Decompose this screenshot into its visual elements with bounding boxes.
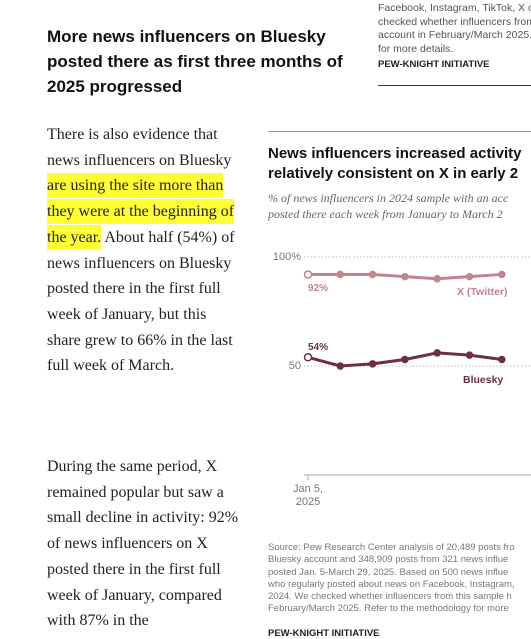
chart-title: News influencers increased activity relat… (268, 144, 531, 184)
text-line: for more details. (378, 42, 454, 55)
paragraph: During the same period, X remained popul… (47, 454, 239, 634)
text: About half (54%) of news influencers on … (47, 228, 235, 375)
point (465, 351, 474, 359)
paragraph: There is also evidence that news influen… (47, 122, 239, 379)
point (368, 360, 377, 368)
text-line: 2024. We checked whether influencers fro… (268, 591, 512, 603)
text-line: % of news influencers in 2024 sample wit… (268, 191, 509, 205)
point (433, 275, 441, 283)
legend-label: Bluesky (463, 374, 503, 386)
text-line: checked whether influencers from (378, 15, 531, 28)
point (303, 270, 313, 279)
text-line: posted there each week from January to M… (268, 207, 503, 221)
data-label: 92% (308, 283, 328, 294)
text: During the same period, X remained popul… (47, 458, 239, 630)
y-tick-label: 50 (289, 360, 301, 372)
chart-subtitle: % of news influencers in 2024 sample wit… (268, 190, 531, 222)
point (401, 272, 409, 281)
point (401, 355, 409, 364)
x-tick-label: Jan 5, 2025 (293, 483, 323, 508)
point (465, 272, 474, 281)
point (336, 362, 345, 370)
point (368, 270, 377, 279)
legend-label: X (Twitter) (457, 286, 508, 298)
data-label: 54% (308, 342, 328, 353)
text-line: News influencers increased activity (268, 145, 522, 162)
source: Source: Pew Research Center analysis of … (268, 542, 531, 616)
point (498, 355, 506, 364)
point (433, 349, 441, 357)
text-line: Bluesky account and 348,909 posts from 3… (268, 554, 509, 566)
text-line: account in February/March 2025. (378, 29, 531, 41)
text-line: Facebook, Instagram, TikTok, X or (378, 2, 531, 14)
point (498, 270, 506, 279)
sidebar-note: Facebook, Instagram, TikTok, X or checked… (378, 2, 531, 56)
text-line: Source: Pew Research Center analysis of … (268, 542, 515, 553)
heading: More news influencers on Bluesky posted … (47, 27, 343, 96)
org-label: PEW-KNIGHT INITIATIVE (378, 59, 490, 70)
text-line: relatively consistent on X in early 2 (268, 165, 519, 182)
rule (378, 85, 531, 86)
text: There is also evidence that news influen… (47, 126, 232, 169)
point (303, 353, 313, 362)
text-line: who regularly posted about news on Faceb… (268, 578, 515, 590)
text-line: February/March 2025. Refer to the method… (268, 603, 509, 615)
point (336, 270, 345, 279)
org-label: PEW-KNIGHT INITIATIVE (268, 628, 380, 639)
rule (268, 131, 531, 132)
y-tick-label: 100% (273, 251, 301, 263)
text-line: posted Jan. 5-March 29, 2025. Based on 5… (268, 566, 509, 578)
